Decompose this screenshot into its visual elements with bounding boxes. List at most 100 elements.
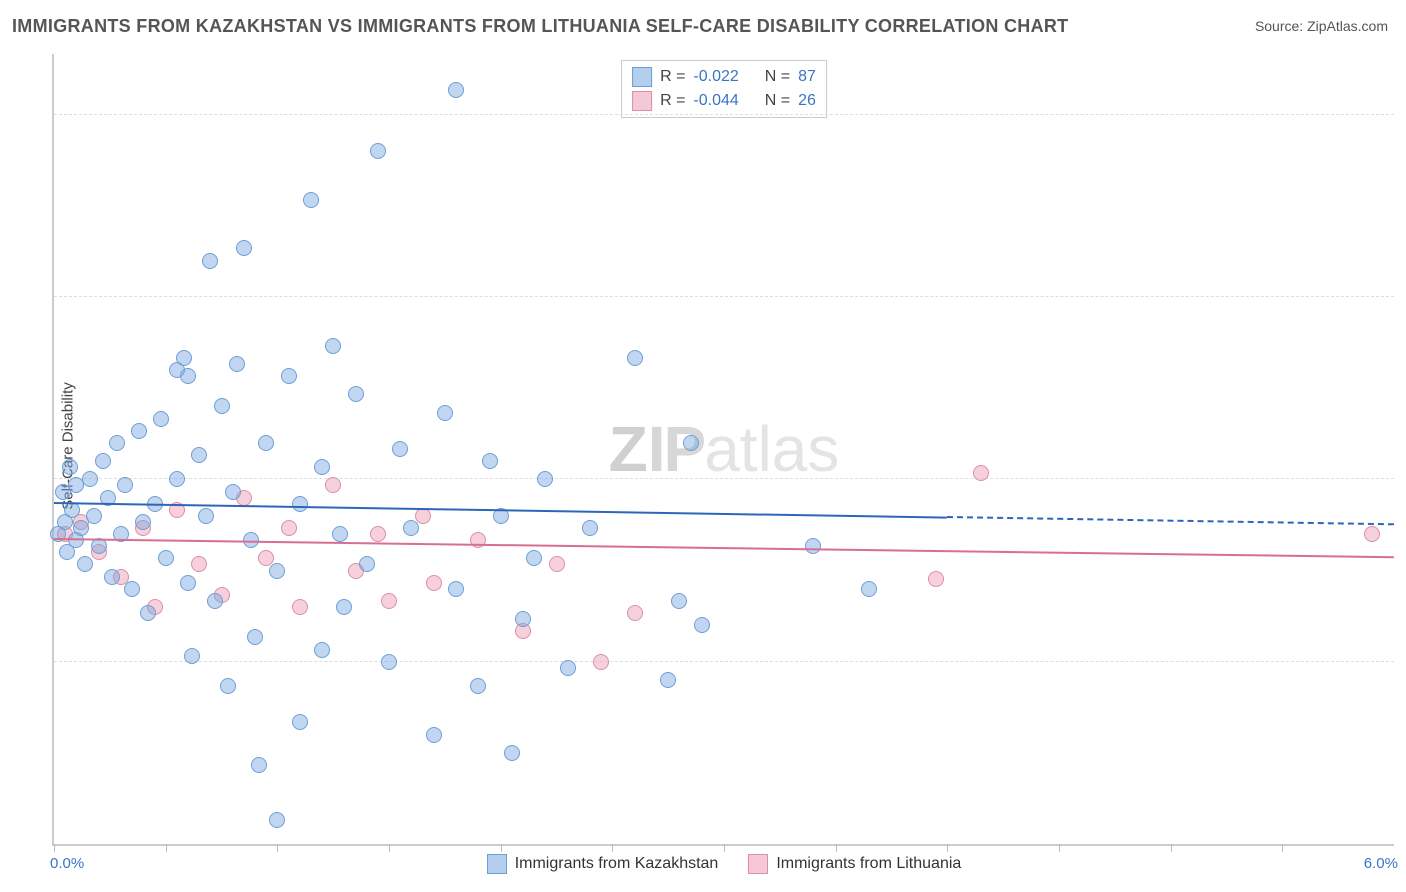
data-point-a[interactable] — [470, 678, 486, 694]
data-point-a[interactable] — [348, 386, 364, 402]
data-point-a[interactable] — [180, 575, 196, 591]
data-point-a[interactable] — [117, 477, 133, 493]
data-point-a[interactable] — [158, 550, 174, 566]
data-point-a[interactable] — [805, 538, 821, 554]
data-point-a[interactable] — [180, 368, 196, 384]
data-point-a[interactable] — [515, 611, 531, 627]
data-point-b[interactable] — [1364, 526, 1380, 542]
source-prefix: Source: — [1255, 18, 1307, 34]
data-point-a[interactable] — [95, 453, 111, 469]
data-point-b[interactable] — [593, 654, 609, 670]
n-value-a: 87 — [798, 68, 816, 86]
data-point-b[interactable] — [426, 575, 442, 591]
data-point-a[interactable] — [537, 471, 553, 487]
y-tick-label: 1.5% — [1398, 653, 1406, 670]
data-point-a[interactable] — [109, 435, 125, 451]
data-point-a[interactable] — [403, 520, 419, 536]
data-point-a[interactable] — [77, 556, 93, 572]
x-tick — [612, 844, 613, 852]
data-point-a[interactable] — [560, 660, 576, 676]
x-tick — [54, 844, 55, 852]
gridline — [54, 661, 1394, 662]
data-point-a[interactable] — [176, 350, 192, 366]
data-point-a[interactable] — [184, 648, 200, 664]
data-point-a[interactable] — [73, 520, 89, 536]
legend-item-a[interactable]: Immigrants from Kazakhstan — [487, 854, 719, 874]
data-point-a[interactable] — [582, 520, 598, 536]
data-point-a[interactable] — [135, 514, 151, 530]
data-point-a[interactable] — [314, 642, 330, 658]
data-point-a[interactable] — [332, 526, 348, 542]
data-point-a[interactable] — [683, 435, 699, 451]
data-point-a[interactable] — [251, 757, 267, 773]
gridline — [54, 296, 1394, 297]
data-point-a[interactable] — [198, 508, 214, 524]
data-point-a[interactable] — [247, 629, 263, 645]
data-point-a[interactable] — [269, 563, 285, 579]
data-point-a[interactable] — [225, 484, 241, 500]
data-point-a[interactable] — [861, 581, 877, 597]
legend-item-b[interactable]: Immigrants from Lithuania — [748, 854, 961, 874]
data-point-a[interactable] — [303, 192, 319, 208]
data-point-a[interactable] — [207, 593, 223, 609]
data-point-a[interactable] — [104, 569, 120, 585]
data-point-a[interactable] — [526, 550, 542, 566]
data-point-a[interactable] — [62, 459, 78, 475]
data-point-a[interactable] — [229, 356, 245, 372]
data-point-b[interactable] — [292, 599, 308, 615]
data-point-b[interactable] — [928, 571, 944, 587]
data-point-b[interactable] — [381, 593, 397, 609]
data-point-a[interactable] — [82, 471, 98, 487]
x-tick — [836, 844, 837, 852]
data-point-a[interactable] — [131, 423, 147, 439]
data-point-a[interactable] — [153, 411, 169, 427]
data-point-a[interactable] — [426, 727, 442, 743]
data-point-a[interactable] — [448, 581, 464, 597]
x-tick — [1282, 844, 1283, 852]
data-point-a[interactable] — [392, 441, 408, 457]
watermark: ZIPatlas — [609, 412, 840, 486]
data-point-b[interactable] — [370, 526, 386, 542]
data-point-b[interactable] — [325, 477, 341, 493]
chart-title: IMMIGRANTS FROM KAZAKHSTAN VS IMMIGRANTS… — [12, 16, 1068, 37]
data-point-a[interactable] — [86, 508, 102, 524]
data-point-a[interactable] — [281, 368, 297, 384]
data-point-a[interactable] — [437, 405, 453, 421]
data-point-b[interactable] — [973, 465, 989, 481]
data-point-a[interactable] — [220, 678, 236, 694]
data-point-a[interactable] — [169, 471, 185, 487]
data-point-a[interactable] — [140, 605, 156, 621]
data-point-a[interactable] — [448, 82, 464, 98]
data-point-a[interactable] — [124, 581, 140, 597]
data-point-a[interactable] — [258, 435, 274, 451]
data-point-a[interactable] — [504, 745, 520, 761]
n-label: N = — [765, 68, 790, 86]
data-point-a[interactable] — [325, 338, 341, 354]
data-point-a[interactable] — [627, 350, 643, 366]
data-point-a[interactable] — [336, 599, 352, 615]
data-point-a[interactable] — [191, 447, 207, 463]
data-point-a[interactable] — [359, 556, 375, 572]
data-point-a[interactable] — [694, 617, 710, 633]
data-point-b[interactable] — [627, 605, 643, 621]
data-point-a[interactable] — [660, 672, 676, 688]
data-point-a[interactable] — [381, 654, 397, 670]
data-point-a[interactable] — [370, 143, 386, 159]
data-point-a[interactable] — [269, 812, 285, 828]
data-point-a[interactable] — [292, 496, 308, 512]
data-point-a[interactable] — [292, 714, 308, 730]
y-tick-label: 4.5% — [1398, 289, 1406, 306]
x-tick — [501, 844, 502, 852]
data-point-a[interactable] — [482, 453, 498, 469]
data-point-a[interactable] — [314, 459, 330, 475]
data-point-b[interactable] — [281, 520, 297, 536]
data-point-a[interactable] — [214, 398, 230, 414]
data-point-b[interactable] — [549, 556, 565, 572]
gridline — [54, 478, 1394, 479]
data-point-a[interactable] — [671, 593, 687, 609]
source-attribution[interactable]: Source: ZipAtlas.com — [1255, 18, 1388, 34]
data-point-a[interactable] — [202, 253, 218, 269]
data-point-b[interactable] — [191, 556, 207, 572]
data-point-a[interactable] — [236, 240, 252, 256]
x-tick — [166, 844, 167, 852]
